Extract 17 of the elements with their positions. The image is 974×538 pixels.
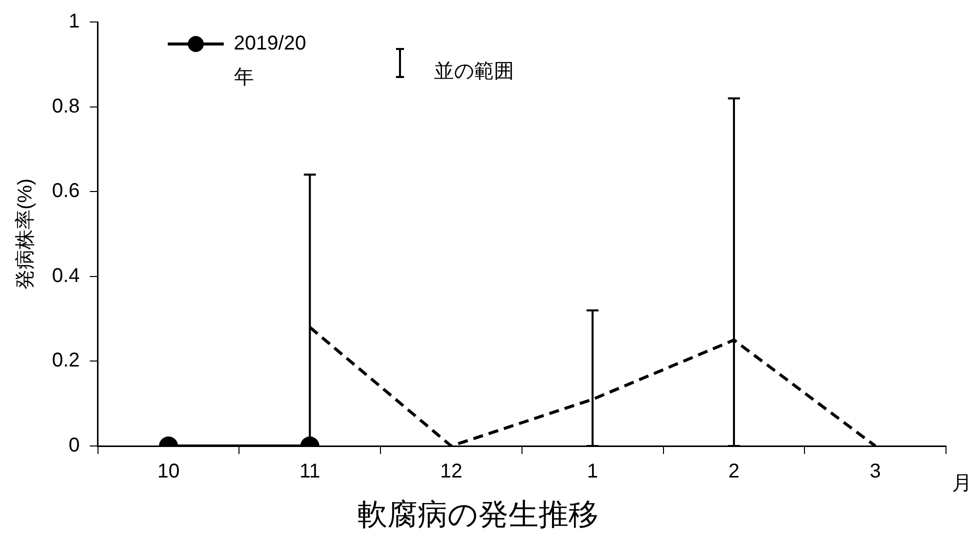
y-tick-label: 0 xyxy=(68,434,80,457)
y-tick-label: 0.4 xyxy=(52,264,80,287)
annotation: 並の範囲 xyxy=(434,60,514,83)
y-axis-title: 発病株率(%) xyxy=(14,178,37,290)
y-tick-label: 1 xyxy=(68,10,80,33)
x-tick-label: 12 xyxy=(440,460,462,483)
x-tick-label: 3 xyxy=(870,460,881,483)
legend-label: 2019/20年 xyxy=(234,32,306,89)
y-tick-label: 0.2 xyxy=(52,350,80,372)
text: 軟腐病の発生推移 xyxy=(358,498,598,532)
x-tick-label: 1 xyxy=(587,460,598,483)
x-tick-label: 11 xyxy=(299,460,320,483)
x-axis-title: 月 xyxy=(952,472,972,495)
y-tick-label: 0.8 xyxy=(52,95,80,118)
x-tick-label: 2 xyxy=(728,460,740,483)
x-tick-label: 10 xyxy=(157,460,180,483)
y-tick-label: 0.6 xyxy=(52,180,80,202)
